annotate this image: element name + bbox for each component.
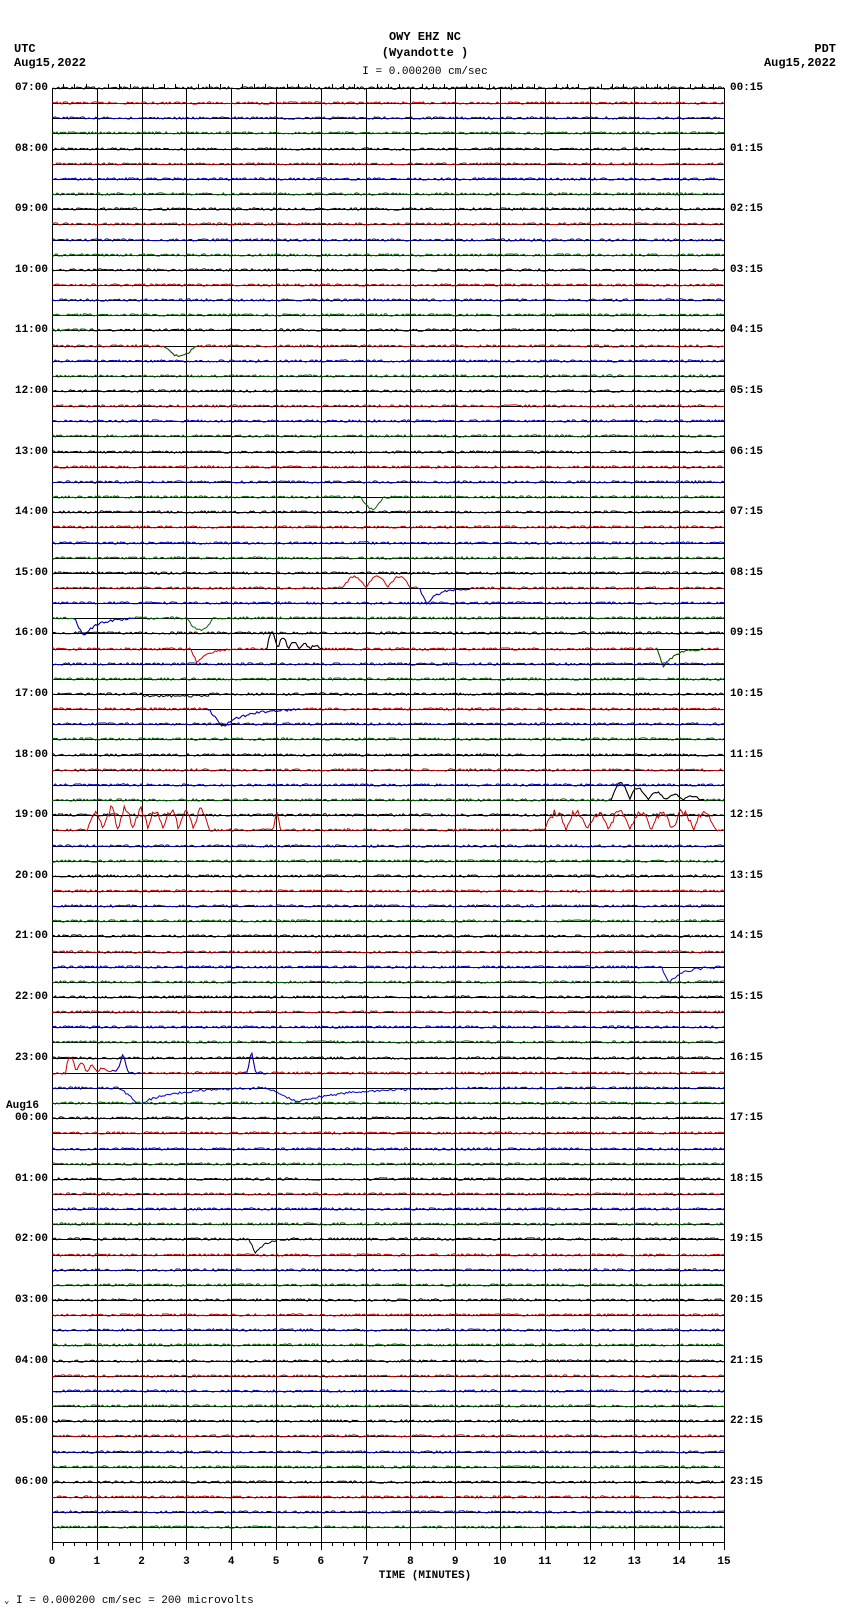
utc-hour-label: 10:00 [0,264,48,276]
x-tick-label: 4 [228,1556,235,1568]
x-tick-label: 1 [93,1556,100,1568]
pdt-hour-label: 23:15 [730,1476,778,1488]
utc-hour-label: 08:00 [0,143,48,155]
timezone-right: PDT [814,42,836,56]
utc-hour-label: 19:00 [0,809,48,821]
utc-hour-label: 23:00 [0,1052,48,1064]
x-tick-label: 13 [628,1556,641,1568]
utc-hour-label: 04:00 [0,1355,48,1367]
x-tick-label: 15 [717,1556,730,1568]
utc-hour-label: 02:00 [0,1233,48,1245]
x-tick-label: 11 [538,1556,551,1568]
utc-hour-label: 06:00 [0,1476,48,1488]
pdt-hour-label: 08:15 [730,567,778,579]
date-right: Aug15,2022 [764,56,836,70]
x-tick-label: 10 [493,1556,506,1568]
utc-hour-label: 09:00 [0,203,48,215]
x-tick-label: 7 [362,1556,369,1568]
pdt-hour-label: 22:15 [730,1415,778,1427]
utc-hour-label: 17:00 [0,688,48,700]
helicorder-plot [52,88,724,1542]
pdt-hour-label: 14:15 [730,930,778,942]
utc-hour-label: 12:00 [0,385,48,397]
pdt-hour-label: 00:15 [730,82,778,94]
pdt-hour-label: 19:15 [730,1233,778,1245]
x-tick-label: 12 [583,1556,596,1568]
utc-hour-label: 01:00 [0,1173,48,1185]
utc-hour-label: 18:00 [0,749,48,761]
utc-hour-label: 05:00 [0,1415,48,1427]
x-tick-label: 8 [407,1556,414,1568]
pdt-hour-label: 11:15 [730,749,778,761]
pdt-hour-label: 02:15 [730,203,778,215]
pdt-hour-label: 16:15 [730,1052,778,1064]
pdt-hour-label: 15:15 [730,991,778,1003]
utc-hour-label: 21:00 [0,930,48,942]
pdt-hour-label: 21:15 [730,1355,778,1367]
utc-hour-label: 13:00 [0,446,48,458]
pdt-hour-label: 04:15 [730,324,778,336]
timezone-left: UTC [14,42,36,56]
utc-hour-label: 07:00 [0,82,48,94]
pdt-hour-label: 20:15 [730,1294,778,1306]
utc-hour-label: 14:00 [0,506,48,518]
pdt-hour-label: 09:15 [730,627,778,639]
x-tick-label: 5 [273,1556,280,1568]
seismic-trace [52,1497,724,1557]
x-tick-label: 0 [49,1556,56,1568]
footer-scale: ⌄ I = 0.000200 cm/sec = 200 microvolts [4,1595,254,1607]
x-tick-label: 3 [183,1556,190,1568]
utc-hour-label: 00:00 [0,1112,48,1124]
x-tick-label: 9 [452,1556,459,1568]
pdt-hour-label: 10:15 [730,688,778,700]
pdt-hour-label: 18:15 [730,1173,778,1185]
utc-hour-label: 20:00 [0,870,48,882]
utc-hour-label: 15:00 [0,567,48,579]
x-tick-label: 6 [317,1556,324,1568]
x-tick-label: 2 [138,1556,145,1568]
x-tick-label: 14 [673,1556,686,1568]
pdt-hour-label: 06:15 [730,446,778,458]
pdt-hour-label: 03:15 [730,264,778,276]
footer-bar-icon: I [16,1595,23,1607]
utc-hour-label: 22:00 [0,991,48,1003]
pdt-hour-label: 05:15 [730,385,778,397]
pdt-hour-label: 07:15 [730,506,778,518]
utc-hour-label: 11:00 [0,324,48,336]
pdt-hour-label: 13:15 [730,870,778,882]
pdt-hour-label: 01:15 [730,143,778,155]
station-title: OWY EHZ NC [0,30,850,44]
utc-hour-label: 03:00 [0,1294,48,1306]
footer-text: = 0.000200 cm/sec = 200 microvolts [29,1595,253,1607]
day2-label: Aug16 [6,1100,39,1112]
utc-hour-label: 16:00 [0,627,48,639]
pdt-hour-label: 12:15 [730,809,778,821]
pdt-hour-label: 17:15 [730,1112,778,1124]
x-axis-title: TIME (MINUTES) [0,1570,850,1582]
